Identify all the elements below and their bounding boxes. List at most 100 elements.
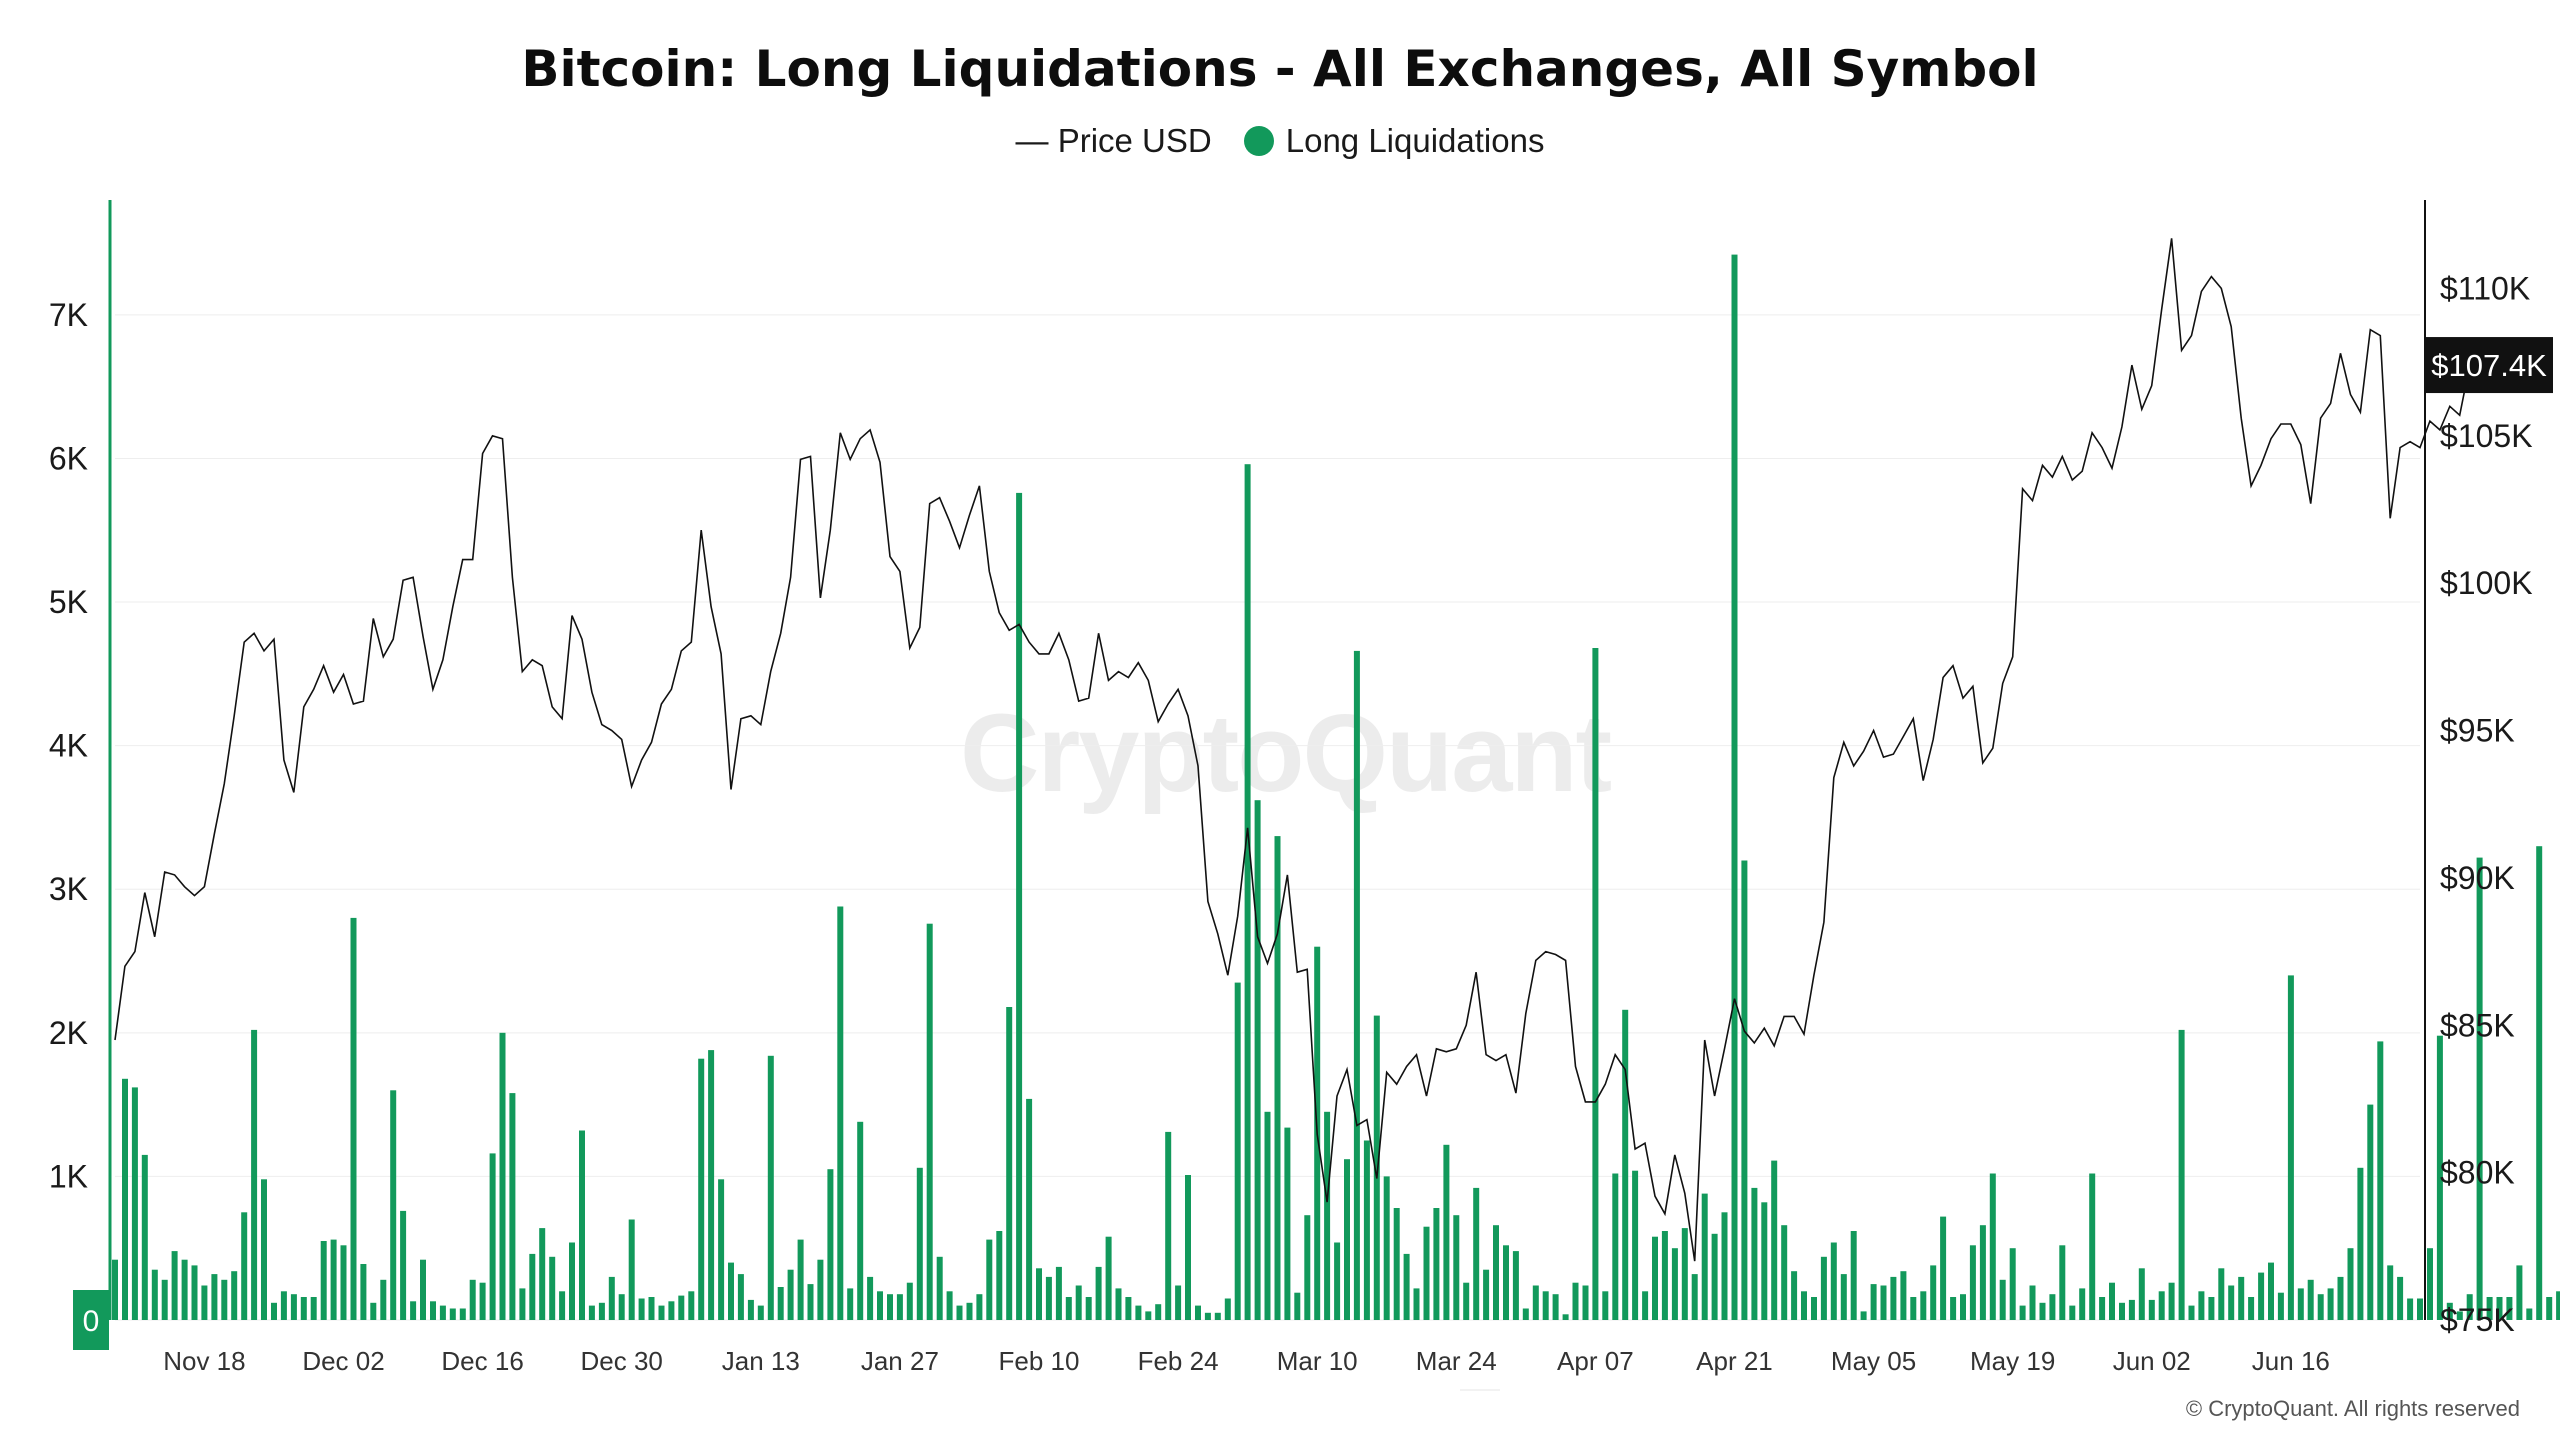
liquidation-bar: [1443, 1144, 1450, 1320]
liquidation-bar: [2317, 1294, 2324, 1320]
liquidation-bar: [787, 1269, 794, 1320]
liquidation-bar: [1979, 1225, 1986, 1320]
liquidation-bar: [747, 1299, 754, 1320]
liquidation-bar: [2506, 1297, 2513, 1320]
liquidation-bar: [1562, 1314, 1569, 1320]
liquidation-bar: [459, 1308, 466, 1320]
liquidation-bar: [211, 1274, 218, 1320]
liquidation-bar: [1125, 1297, 1132, 1320]
liquidation-bar: [241, 1212, 248, 1320]
liquidation-bar: [1493, 1225, 1499, 1320]
liquidation-bar: [1661, 1231, 1668, 1320]
left-tick-label: 6K: [49, 440, 88, 476]
chart-title: Bitcoin: Long Liquidations - All Exchang…: [521, 40, 2039, 98]
liquidation-bar: [2277, 1292, 2284, 1320]
liquidation-bar: [360, 1264, 367, 1320]
liquidation-bar: [1701, 1193, 1708, 1320]
liquidation-bar: [668, 1301, 675, 1320]
liquidation-bar: [1602, 1291, 1609, 1320]
liquidation-bar: [420, 1259, 426, 1320]
legend-item-price[interactable]: — Price USD: [1016, 122, 1212, 160]
liquidation-bar: [797, 1239, 804, 1320]
legend-price-label: — Price USD: [1015, 122, 1212, 159]
liquidation-bar: [1264, 1111, 1271, 1320]
liquidation-bar: [807, 1284, 814, 1320]
liquidation-bar: [380, 1279, 387, 1320]
liquidation-bar: [1294, 1292, 1301, 1320]
liquidation-bar: [767, 1055, 774, 1320]
legend-item-long-liquidations[interactable]: Long Liquidations: [1243, 122, 1544, 160]
liquidation-bar: [2436, 1035, 2443, 1320]
liquidation-bar: [1284, 1127, 1291, 1320]
liquidation-bar: [2287, 975, 2294, 1320]
liquidation-bar: [2307, 1279, 2314, 1320]
left-tick-label: 5K: [49, 584, 88, 620]
liquidation-bar: [300, 1297, 307, 1320]
liquidation-bar: [2367, 1104, 2374, 1320]
x-tick-label: Feb 24: [1138, 1346, 1219, 1376]
liquidation-bar: [588, 1305, 595, 1320]
liquidation-bar: [549, 1256, 556, 1320]
left-tick-label: 4K: [49, 728, 88, 764]
liquidation-bar: [2069, 1305, 2076, 1320]
right-tick-label: $75K: [2440, 1302, 2515, 1338]
liquidation-bar: [161, 1279, 168, 1320]
liquidation-bar: [390, 1090, 397, 1320]
liquidation-bar: [181, 1259, 188, 1320]
liquidation-bar: [261, 1179, 267, 1320]
liquidation-bar: [1175, 1285, 1182, 1320]
liquidation-bar: [926, 923, 933, 1320]
liquidation-bar: [539, 1228, 546, 1320]
liquidation-bar: [1145, 1311, 1152, 1320]
liquidation-bar: [2188, 1305, 2195, 1320]
liquidation-bar: [2109, 1282, 2115, 1320]
liquidation-bar: [1195, 1305, 1201, 1320]
liquidation-bar: [410, 1301, 417, 1320]
liquidation-bar: [330, 1239, 337, 1320]
liquidation-bar: [171, 1251, 178, 1320]
x-tick-label: Feb 10: [999, 1346, 1080, 1376]
liquidation-bar: [529, 1253, 536, 1320]
liquidation-bar: [2039, 1302, 2046, 1320]
left-tick-label: 2K: [49, 1015, 88, 1051]
liquidation-bar: [1483, 1269, 1490, 1320]
liquidation-bar: [1960, 1294, 1966, 1320]
liquidation-bar: [579, 1130, 585, 1320]
right-tick-label: $80K: [2440, 1155, 2515, 1191]
liquidation-bar: [231, 1271, 238, 1320]
liquidation-bar: [1850, 1231, 1857, 1320]
liquidation-bar: [2009, 1248, 2016, 1320]
liquidation-bar: [1155, 1304, 1162, 1320]
liquidation-bar: [777, 1287, 784, 1320]
liquidation-bar: [877, 1291, 883, 1320]
x-tick-label: Jan 13: [722, 1346, 800, 1376]
liquidation-bar: [1999, 1279, 2006, 1320]
liquidation-bar: [1721, 1212, 1728, 1320]
liquidation-bar: [648, 1297, 655, 1320]
liquidation-bar: [1880, 1285, 1887, 1320]
liquidation-bar: [2337, 1276, 2344, 1320]
liquidation-bar: [1572, 1282, 1579, 1320]
liquidation-bar: [2128, 1299, 2135, 1320]
liquidation-bar: [847, 1288, 854, 1320]
liquidation-bar: [1930, 1265, 1937, 1320]
liquidation-bar: [1969, 1245, 1976, 1320]
liquidation-bar: [1135, 1305, 1142, 1320]
liquidation-bar: [2089, 1173, 2096, 1320]
liquidation-bar: [499, 1032, 506, 1320]
liquidation-bar: [2049, 1294, 2056, 1320]
liquidation-bar: [1791, 1271, 1798, 1320]
liquidation-bar: [2198, 1291, 2205, 1320]
liquidation-bar: [310, 1297, 317, 1320]
liquidation-bar: [1711, 1233, 1718, 1320]
liquidation-bar: [1522, 1308, 1529, 1320]
liquidation-bar: [251, 1029, 258, 1320]
liquidation-bar: [1632, 1170, 1639, 1320]
x-tick-label: Dec 02: [302, 1346, 384, 1376]
liquidation-bar: [1224, 1298, 1231, 1320]
liquidation-bar: [2029, 1285, 2036, 1320]
liquidation-bar: [2546, 1297, 2553, 1320]
liquidation-bar: [2228, 1285, 2235, 1320]
liquidation-bar: [718, 1179, 725, 1320]
liquidation-bar: [569, 1242, 575, 1320]
